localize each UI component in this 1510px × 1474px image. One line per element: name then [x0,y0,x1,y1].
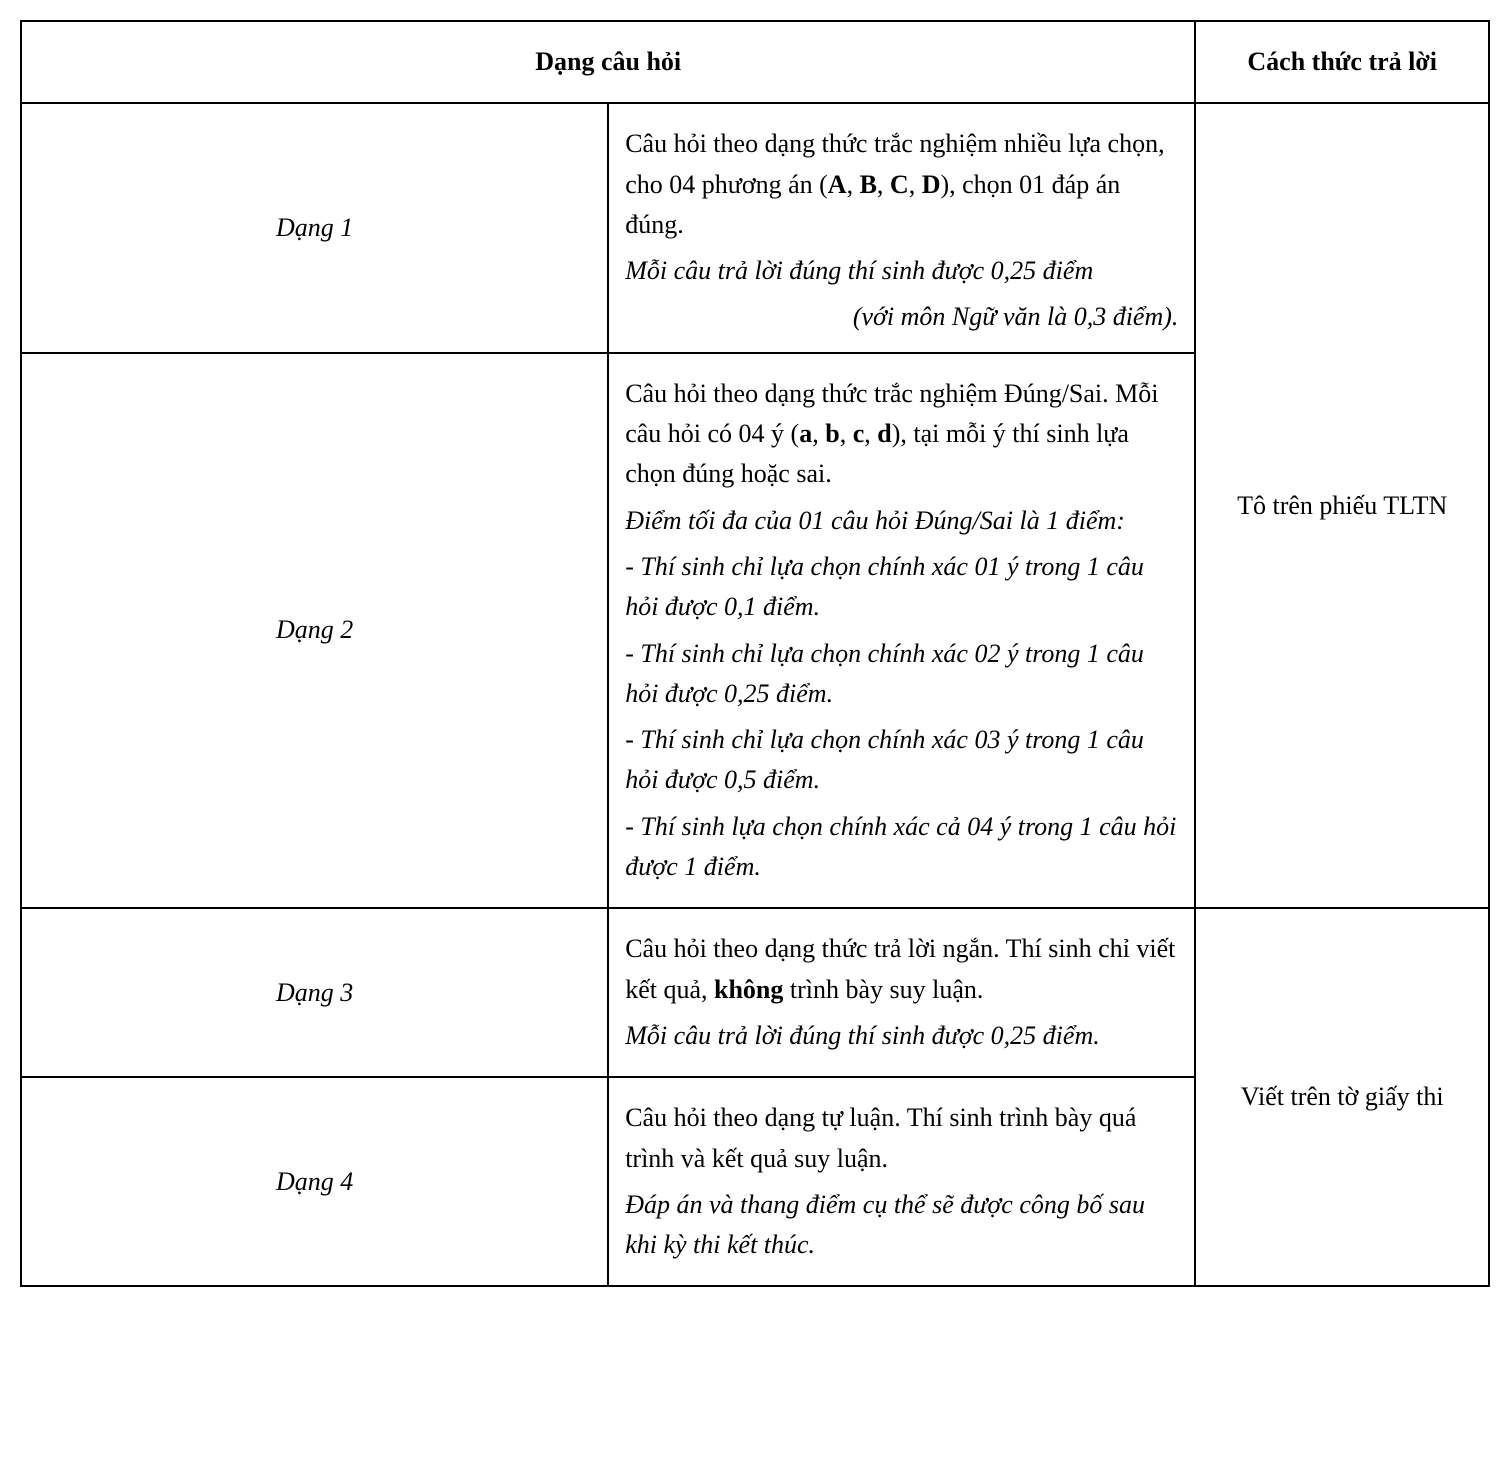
d1-opt-c: C [890,170,909,199]
d2-opt-c: c [853,419,865,448]
d2-opt-d: d [877,419,891,448]
table-row: Dạng 3 Câu hỏi theo dạng thức trả lời ng… [21,908,1489,1077]
d2-opt-a: a [799,419,812,448]
d1-opt-d: D [922,170,941,199]
d3-note: Mỗi câu trả lời đúng thí sinh được 0,25 … [625,1021,1100,1050]
row-label-dang4: Dạng 4 [21,1077,608,1286]
d1-right-note: (với môn Ngữ văn là 0,3 điểm). [625,297,1178,337]
d1-opt-a: A [828,170,847,199]
row-label-dang1: Dạng 1 [21,103,608,352]
table-header-row: Dạng câu hỏi Cách thức trả lời [21,21,1489,103]
d4-note: Đáp án và thang điểm cụ thể sẽ được công… [625,1190,1145,1259]
d2-opt-b: b [825,419,839,448]
row-label-dang2: Dạng 2 [21,353,608,909]
d1-sep1: , [847,170,860,199]
question-type-table: Dạng câu hỏi Cách thức trả lời Dạng 1 Câ… [20,20,1490,1287]
d4-intro: Câu hỏi theo dạng tự luận. Thí sinh trìn… [625,1098,1178,1179]
d2-max-note: Điểm tối đa của 01 câu hỏi Đúng/Sai là 1… [625,506,1125,535]
d3-bold: không [714,975,783,1004]
d2-sep3: , [864,419,877,448]
row-desc-dang1: Câu hỏi theo dạng thức trắc nghiệm nhiều… [608,103,1195,352]
row-desc-dang2: Câu hỏi theo dạng thức trắc nghiệm Đúng/… [608,353,1195,909]
answer-method-group2: Viết trên tờ giấy thi [1195,908,1489,1286]
answer-method-group1: Tô trên phiếu TLTN [1195,103,1489,908]
d1-opt-b: B [860,170,877,199]
d2-bullet-2: - Thí sinh chỉ lựa chọn chính xác 03 ý t… [625,725,1144,794]
d1-note: Mỗi câu trả lời đúng thí sinh được 0,25 … [625,256,1093,285]
d1-sep2: , [877,170,890,199]
d3-intro-post: trình bày suy luận. [783,975,983,1004]
d2-bullet-3: - Thí sinh lựa chọn chính xác cả 04 ý tr… [625,812,1176,881]
d2-bullet-1: - Thí sinh chỉ lựa chọn chính xác 02 ý t… [625,639,1144,708]
table-row: Dạng 1 Câu hỏi theo dạng thức trắc nghiệ… [21,103,1489,352]
header-answer-method: Cách thức trả lời [1195,21,1489,103]
row-desc-dang4: Câu hỏi theo dạng tự luận. Thí sinh trìn… [608,1077,1195,1286]
d2-bullet-0: - Thí sinh chỉ lựa chọn chính xác 01 ý t… [625,552,1144,621]
d2-sep2: , [840,419,853,448]
d1-sep3: , [909,170,922,199]
header-question-type: Dạng câu hỏi [21,21,1195,103]
row-desc-dang3: Câu hỏi theo dạng thức trả lời ngắn. Thí… [608,908,1195,1077]
row-label-dang3: Dạng 3 [21,908,608,1077]
d2-sep1: , [812,419,825,448]
